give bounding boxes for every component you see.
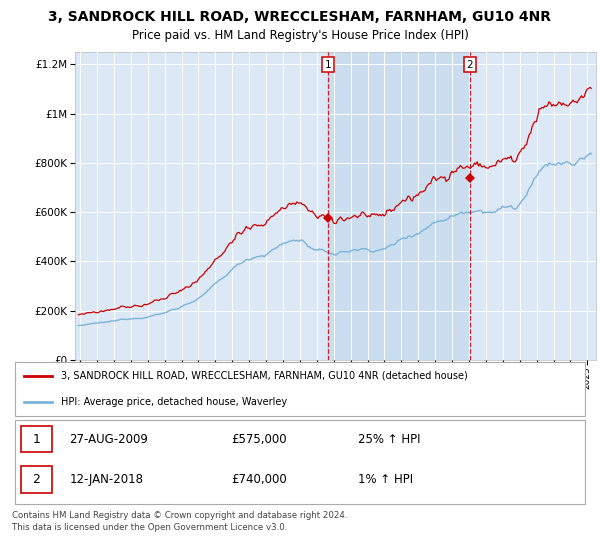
Text: £740,000: £740,000 bbox=[231, 473, 287, 486]
Text: 3, SANDROCK HILL ROAD, WRECCLESHAM, FARNHAM, GU10 4NR: 3, SANDROCK HILL ROAD, WRECCLESHAM, FARN… bbox=[49, 11, 551, 25]
Text: 1: 1 bbox=[32, 433, 40, 446]
Text: 2: 2 bbox=[466, 60, 473, 69]
Text: Contains HM Land Registry data © Crown copyright and database right 2024.
This d: Contains HM Land Registry data © Crown c… bbox=[12, 511, 347, 532]
Text: Price paid vs. HM Land Registry's House Price Index (HPI): Price paid vs. HM Land Registry's House … bbox=[131, 29, 469, 41]
FancyBboxPatch shape bbox=[20, 466, 52, 493]
Text: 25% ↑ HPI: 25% ↑ HPI bbox=[358, 433, 420, 446]
Text: 2: 2 bbox=[32, 473, 40, 486]
FancyBboxPatch shape bbox=[15, 420, 584, 504]
Text: HPI: Average price, detached house, Waverley: HPI: Average price, detached house, Wave… bbox=[61, 398, 287, 407]
FancyBboxPatch shape bbox=[15, 362, 584, 416]
Text: 12-JAN-2018: 12-JAN-2018 bbox=[70, 473, 143, 486]
Text: £575,000: £575,000 bbox=[231, 433, 287, 446]
Text: 1: 1 bbox=[325, 60, 331, 69]
Text: 1% ↑ HPI: 1% ↑ HPI bbox=[358, 473, 413, 486]
Bar bbox=[328, 52, 470, 360]
Text: 3, SANDROCK HILL ROAD, WRECCLESHAM, FARNHAM, GU10 4NR (detached house): 3, SANDROCK HILL ROAD, WRECCLESHAM, FARN… bbox=[61, 371, 468, 381]
Text: 27-AUG-2009: 27-AUG-2009 bbox=[70, 433, 148, 446]
FancyBboxPatch shape bbox=[20, 426, 52, 452]
